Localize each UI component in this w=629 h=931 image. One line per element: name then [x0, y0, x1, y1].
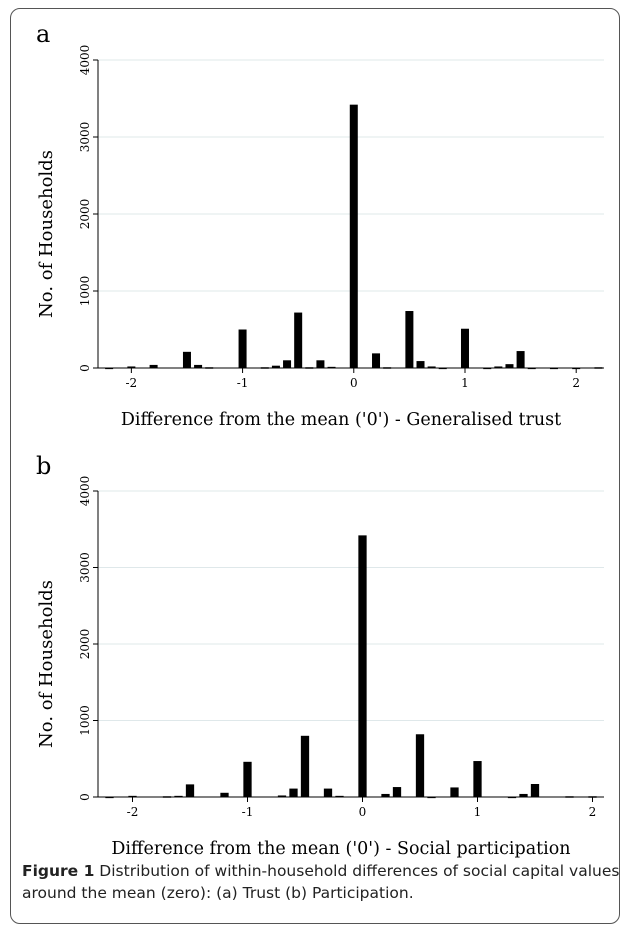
histogram-bar — [182, 351, 191, 368]
histogram-bar — [594, 367, 603, 369]
histogram-bar — [519, 793, 528, 797]
x-tick-label: 1 — [461, 376, 469, 390]
caption-text: Distribution of within-household differe… — [22, 862, 620, 902]
histogram-bar — [372, 353, 381, 368]
histogram-bar — [283, 360, 292, 368]
histogram-bar — [516, 351, 525, 368]
histogram-bar — [494, 366, 503, 368]
histogram-bar — [392, 787, 402, 797]
y-tick-label: 4000 — [78, 476, 92, 507]
y-axis-title: No. of Households — [36, 580, 57, 748]
y-tick-label: 1000 — [78, 276, 92, 307]
y-tick-label: 3000 — [78, 122, 92, 153]
histogram-trust: 0 1000 2000 3000 4000 -2 -1 0 1 2 Difference from … — [36, 45, 604, 430]
histogram-bar — [327, 366, 336, 369]
y-tick-label: 1000 — [78, 705, 92, 736]
y-tick-label: 0 — [78, 793, 92, 801]
x-tick-label: -2 — [127, 805, 139, 819]
caption-label: Figure 1 — [22, 862, 95, 880]
figure-caption: Figure 1 Distribution of within-househol… — [22, 860, 622, 904]
histogram-bar — [416, 361, 425, 368]
histogram-bar — [427, 796, 436, 799]
histogram-bar — [300, 735, 310, 797]
histogram-bar — [105, 367, 114, 370]
figure-frame — [10, 8, 620, 924]
panel-letter-b: b — [36, 452, 52, 480]
histogram-bar — [530, 783, 540, 797]
histogram-bar — [507, 796, 517, 799]
histogram-bar — [335, 795, 344, 798]
x-tick-label: -1 — [237, 376, 249, 390]
histogram-bar — [483, 367, 492, 370]
histogram-bar — [305, 367, 314, 369]
y-tick-label: 2000 — [78, 629, 92, 660]
histogram-bar — [349, 104, 358, 368]
x-tick-label: 0 — [359, 805, 367, 819]
histogram-participation: 0 1000 2000 3000 4000 -2 -1 0 1 2 Difference from … — [36, 476, 604, 859]
histogram-bar — [194, 364, 203, 368]
histogram-bar — [128, 795, 137, 798]
histogram-bar — [505, 364, 514, 368]
histogram-bar — [277, 795, 287, 797]
histogram-bar — [415, 734, 425, 797]
y-tick-label: 3000 — [78, 552, 92, 583]
histogram-bar — [162, 796, 172, 798]
histogram-bar — [185, 784, 195, 797]
histogram-bar — [383, 367, 392, 369]
histogram-bar — [174, 795, 183, 798]
histogram-bar — [323, 788, 333, 797]
histogram-bar — [316, 360, 325, 368]
histogram-bar — [243, 761, 252, 797]
histogram-bar — [427, 366, 436, 368]
x-axis-title: Difference from the mean ('0') - Social … — [111, 839, 570, 859]
histogram-bar — [289, 788, 298, 797]
y-tick-label: 2000 — [78, 199, 92, 230]
x-tick-label: 0 — [350, 376, 358, 390]
histogram-bar — [527, 367, 536, 370]
y-axis-title: No. of Households — [36, 150, 57, 318]
histogram-bar — [405, 311, 414, 368]
x-axis-title: Difference from the mean ('0') - General… — [121, 410, 561, 430]
histogram-bar — [588, 796, 597, 798]
histogram-bar — [460, 328, 469, 368]
histogram-bar — [220, 792, 229, 797]
histogram-bar — [438, 367, 447, 370]
y-tick-label: 4000 — [78, 45, 92, 76]
histogram-bar — [381, 793, 390, 797]
histogram-bar — [549, 367, 558, 370]
x-tick-label: 2 — [589, 805, 597, 819]
histogram-bar — [205, 367, 214, 369]
panel-letter-a: a — [36, 20, 51, 48]
histogram-bar — [565, 796, 574, 798]
histogram-bar — [572, 367, 581, 370]
x-tick-label: 2 — [572, 376, 580, 390]
histogram-bar — [260, 367, 269, 369]
x-tick-label: -1 — [242, 805, 254, 819]
histogram-bar — [450, 787, 459, 797]
histogram-bar — [238, 329, 247, 368]
histogram-bar — [149, 364, 158, 368]
x-tick-label: -2 — [126, 376, 138, 390]
y-tick-label: 0 — [78, 364, 92, 372]
x-tick-label: 1 — [474, 805, 482, 819]
histogram-bar — [105, 796, 114, 799]
histogram-bar — [271, 365, 280, 368]
histogram-bar — [294, 312, 303, 368]
histogram-bar — [358, 535, 367, 797]
histogram-bar — [473, 761, 482, 797]
histogram-bar — [127, 366, 136, 368]
